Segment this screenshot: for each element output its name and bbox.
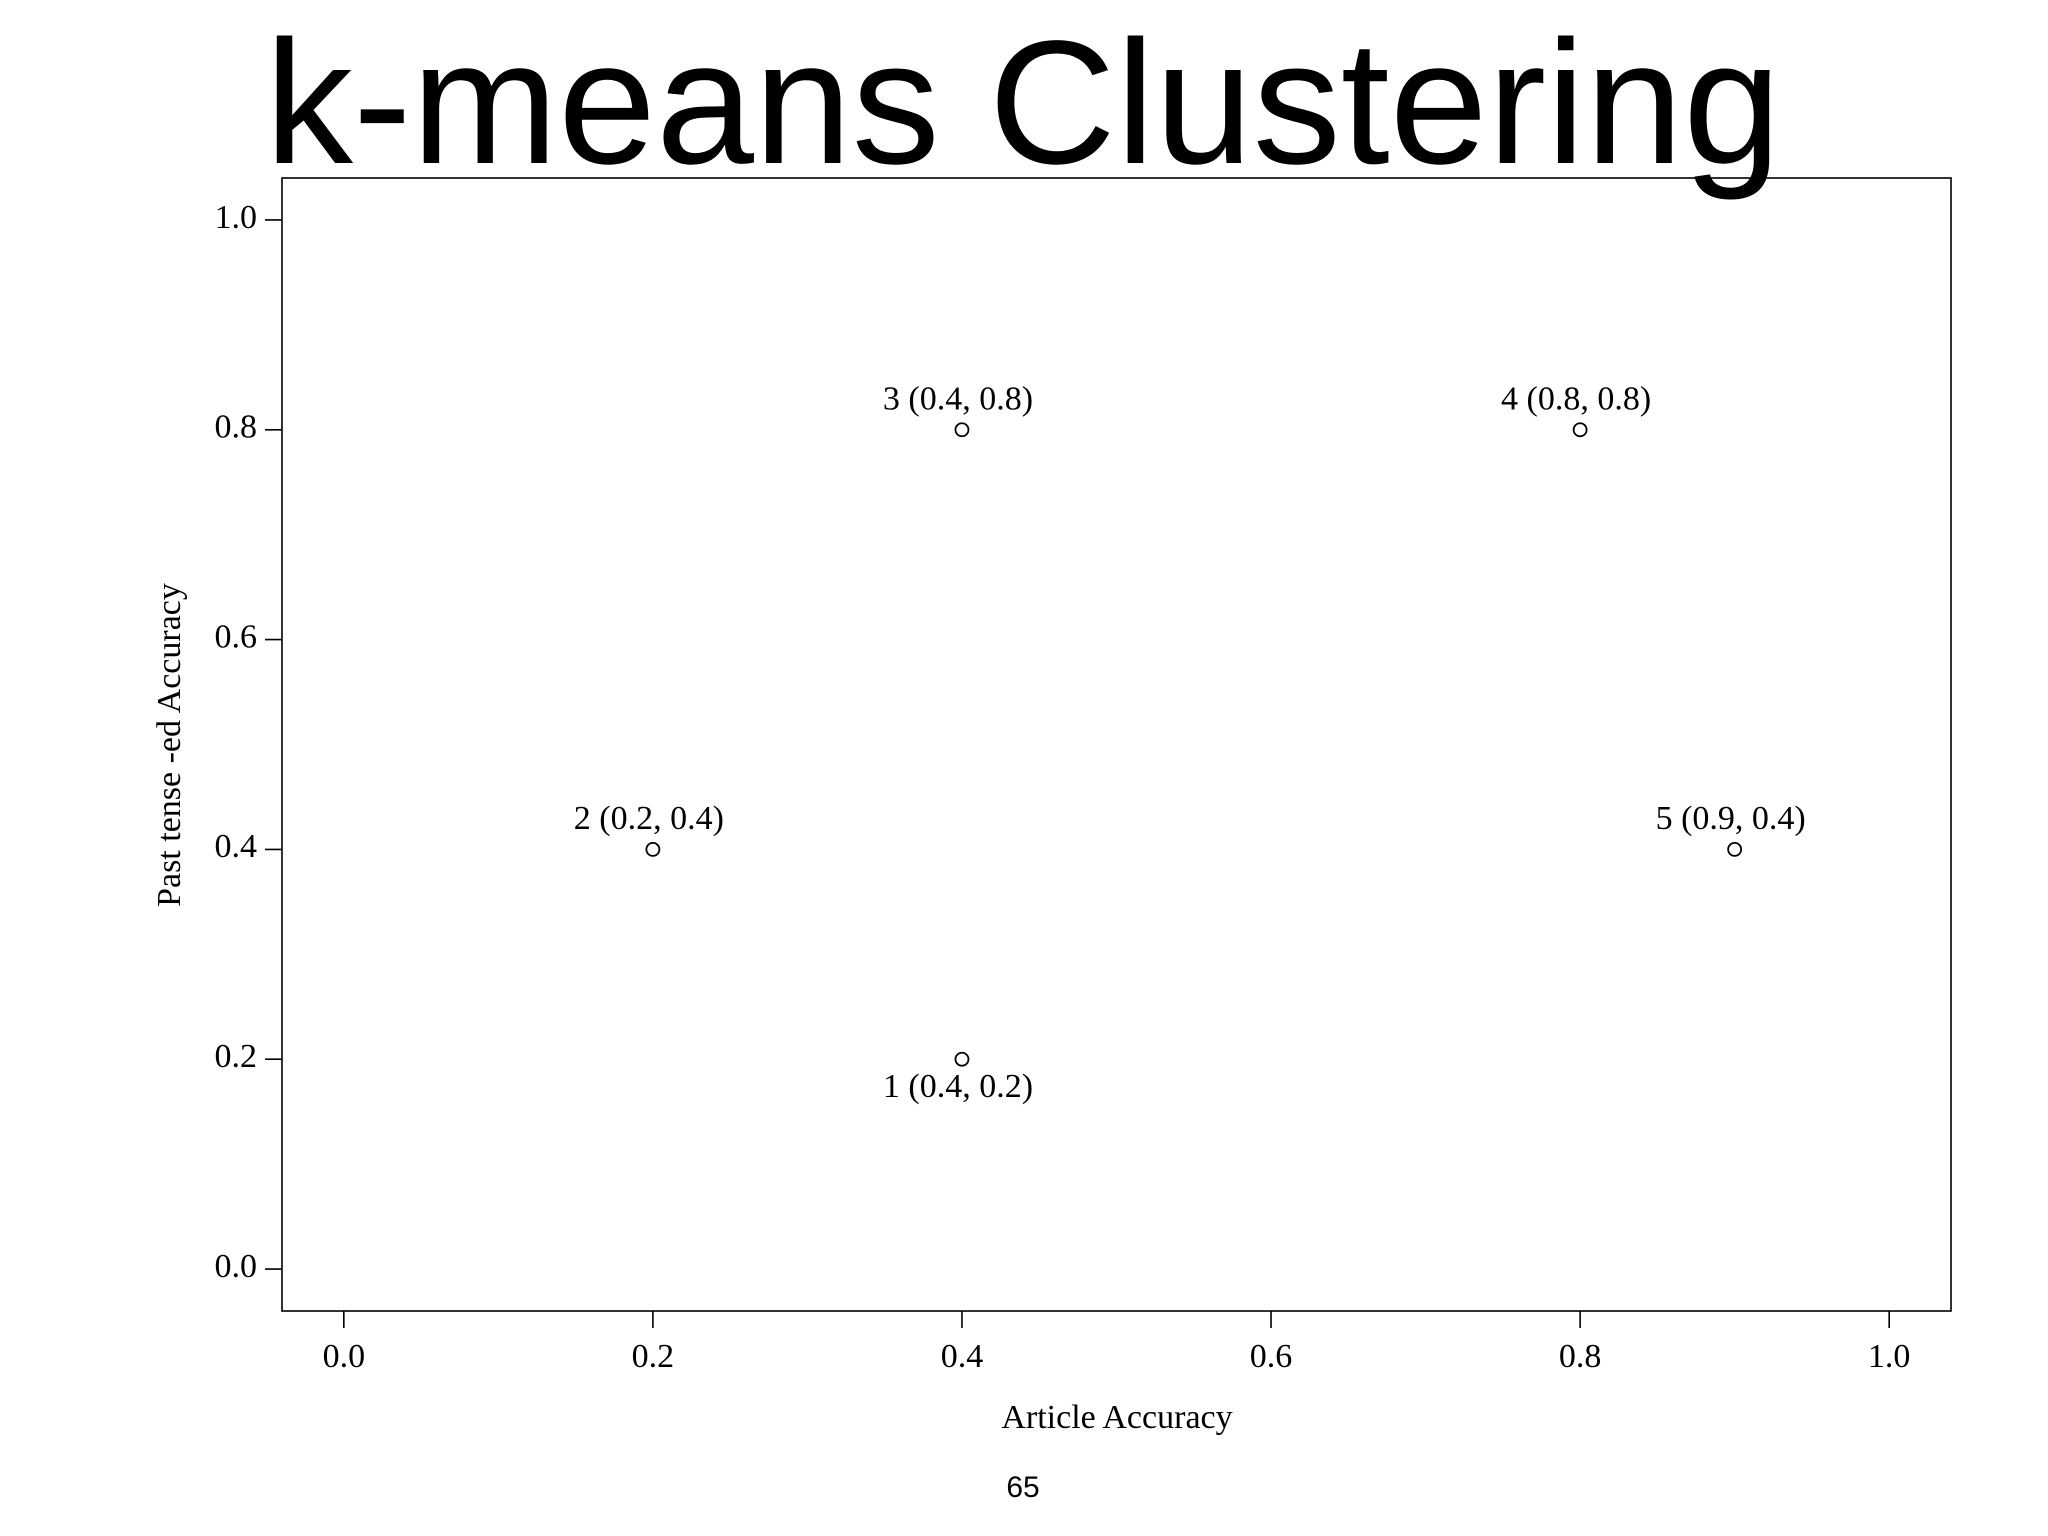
point-label: 5 (0.9, 0.4) (1656, 800, 1806, 837)
point-label: 1 (0.4, 0.2) (883, 1068, 1033, 1105)
slide-title: k-means Clustering (265, 5, 1781, 201)
y-tick-label: 0.4 (215, 828, 258, 865)
x-tick-label: 0.2 (632, 1338, 675, 1375)
point-label: 3 (0.4, 0.8) (883, 381, 1033, 418)
y-tick-label: 0.6 (215, 618, 258, 655)
point (1727, 842, 1743, 857)
x-tick-label: 0.6 (1250, 1338, 1293, 1375)
point-label: 4 (0.8, 0.8) (1501, 381, 1651, 418)
point-label: 2 (0.2, 0.4) (574, 800, 724, 837)
point (954, 1051, 970, 1067)
y-axis-label: Past tense -ed Accuracy (151, 583, 188, 907)
x-axis-label: Article Accuracy (1001, 1399, 1232, 1436)
point (645, 842, 661, 857)
y-tick-label: 0.0 (215, 1248, 258, 1285)
page-number: 65 (1006, 1471, 1039, 1504)
x-tick-label: 0.8 (1559, 1338, 1602, 1375)
y-tick-label: 0.8 (215, 409, 258, 446)
point (1572, 422, 1588, 438)
point (954, 422, 970, 438)
y-tick-label: 1.0 (215, 199, 258, 236)
x-tick-label: 0.0 (323, 1338, 366, 1375)
x-tick-label: 0.4 (941, 1338, 984, 1375)
x-tick-label: 1.0 (1868, 1338, 1911, 1375)
y-tick-label: 0.2 (215, 1038, 258, 1075)
plot-frame (281, 177, 1952, 1312)
